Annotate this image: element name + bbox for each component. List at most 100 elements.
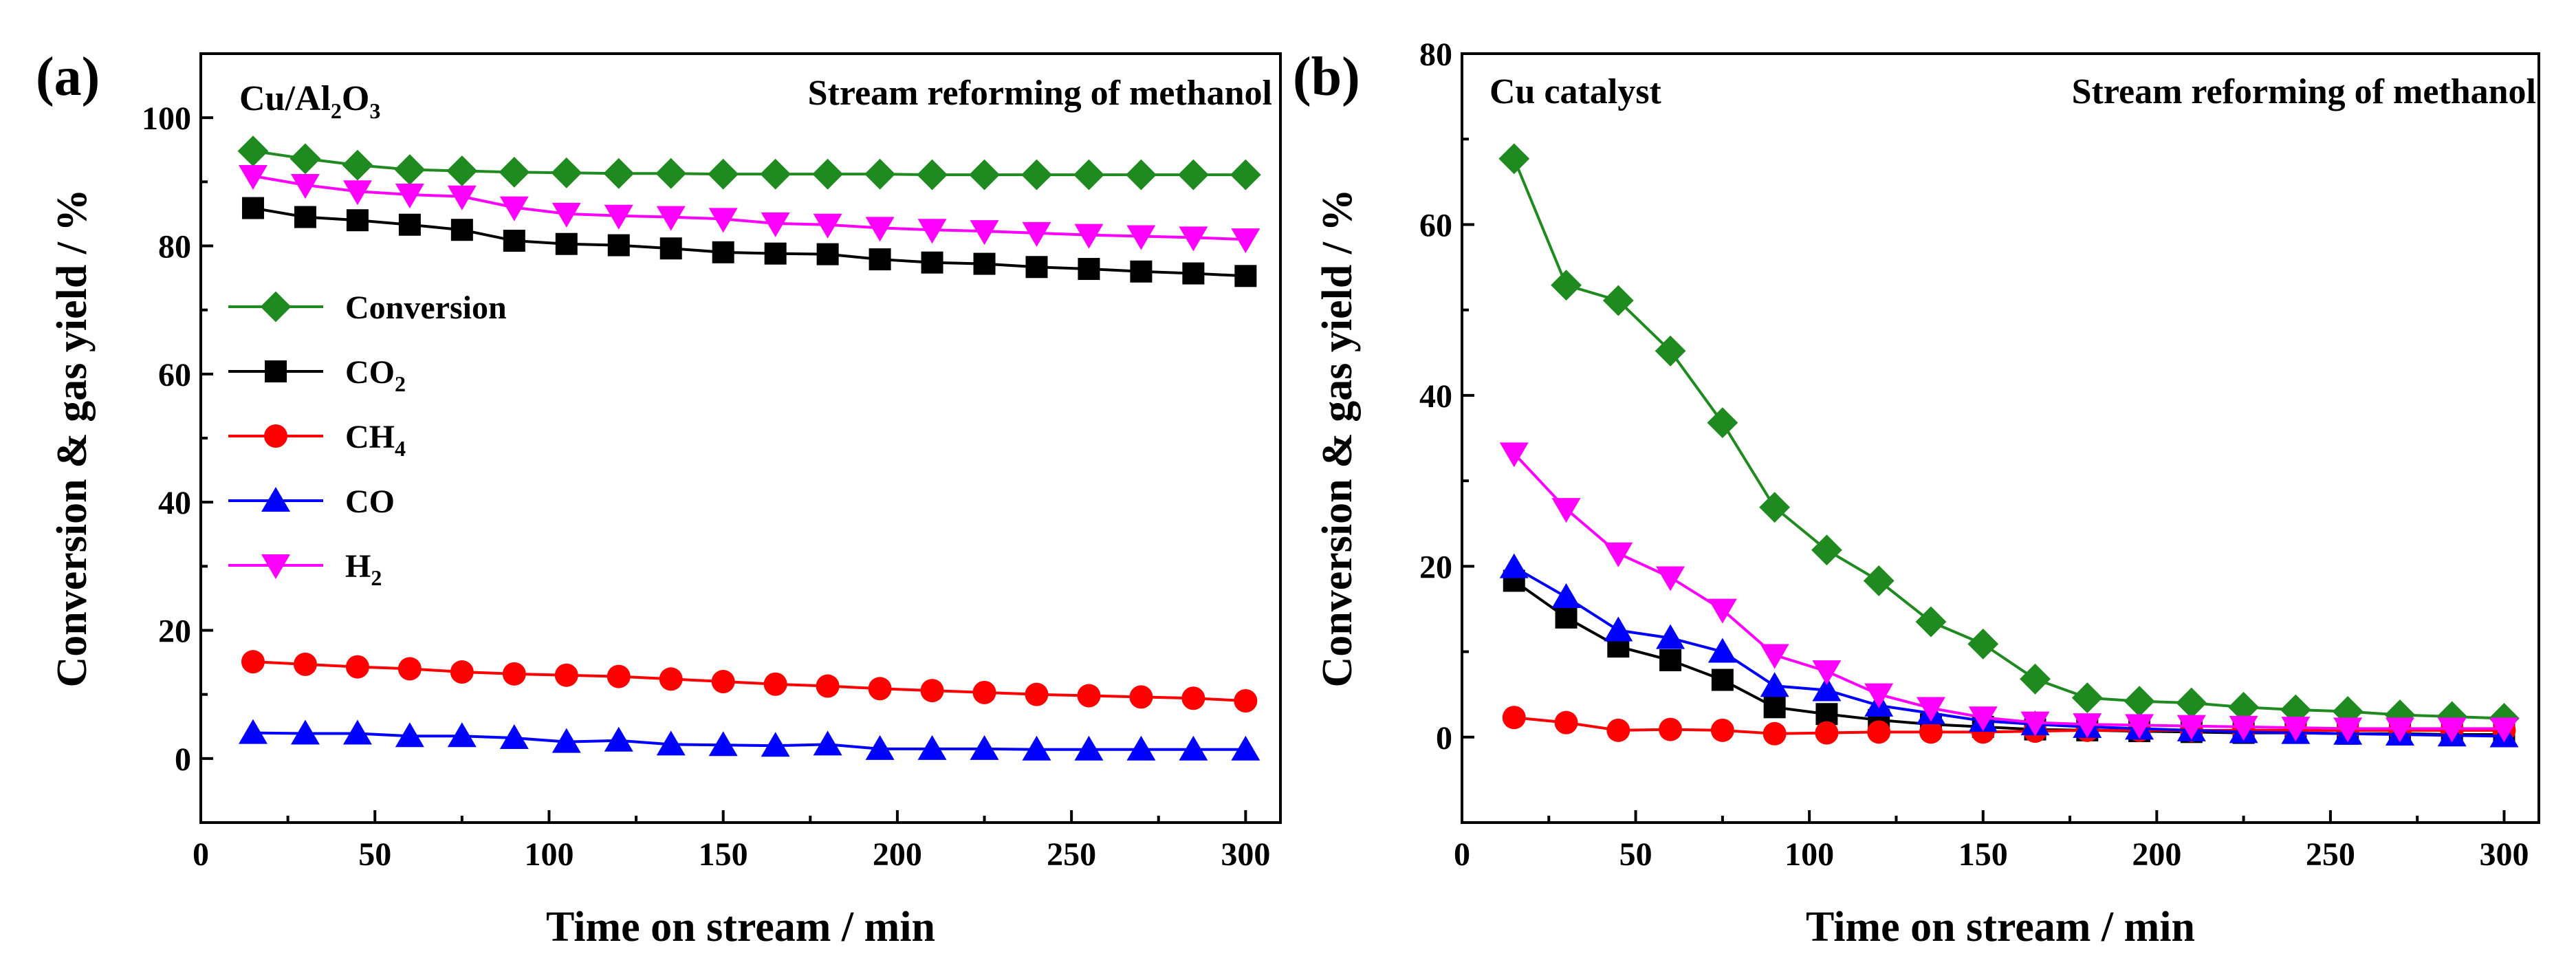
data-point [604,726,633,752]
data-point [2281,717,2311,742]
legend-marker [264,424,287,448]
data-point [1126,735,1156,761]
data-point [2124,686,2155,717]
data-point [2385,717,2414,743]
data-point [1864,683,1894,708]
data-point [711,670,735,694]
data-point [290,719,320,745]
data-point [1074,735,1104,761]
data-point [1711,669,1734,691]
data-point [1126,159,1157,191]
series-conversion [1498,143,2520,734]
data-point [969,159,1000,191]
legend-entry: CO [228,483,395,520]
data-point [816,674,840,698]
series-h2 [238,164,1260,254]
legend-label: CO [345,483,395,520]
data-point [812,158,844,190]
data-point [1234,688,1258,713]
data-point [607,234,630,257]
data-point [499,156,530,188]
series-ch4 [241,650,1258,713]
series-line [252,731,1246,751]
legend-marker [261,554,290,579]
x-tick-label: 50 [1619,836,1652,873]
data-point [2333,717,2363,743]
data-point [1179,226,1208,252]
data-point [502,662,526,686]
data-point [1177,159,1209,191]
data-point [1655,335,1686,367]
y-axis-title: Conversion & gas yield / % [49,188,96,687]
data-point [1760,672,1789,697]
data-point [241,650,265,674]
data-point [1231,735,1260,761]
data-point [1499,553,1529,578]
panel-label: (a) [36,47,100,107]
data-point [1551,270,1582,301]
y-tick-label: 100 [142,100,191,137]
data-point [1025,682,1049,706]
data-point [917,735,947,760]
data-point [1867,720,1891,744]
x-tick-label: 200 [873,836,922,873]
data-point [294,206,316,228]
data-point [1498,143,1530,175]
data-point [342,180,372,206]
data-point [2020,711,2050,737]
data-point [764,242,787,265]
data-point [1022,735,1051,761]
series-co [1499,553,2519,748]
data-point [1551,498,1581,523]
plot-frame [1461,52,2540,824]
chart-title: Stream reforming of methanol [2072,72,2536,111]
data-point [972,680,996,704]
legend-label: Conversion [345,290,507,326]
data-point [604,204,633,230]
legend-label: H2 [345,548,382,590]
data-point [1555,606,1578,629]
data-point [1179,735,1208,761]
data-point [342,149,373,181]
data-point [761,732,790,757]
data-point [917,159,948,191]
catalyst-label: Cu catalyst [1489,72,1662,111]
data-point [712,241,734,263]
chart-panel-b: 0 50 100 150 200 250 300 0 20 40 60 80 Time on strea… [1293,36,2540,950]
data-point [763,672,787,696]
series-line [1512,158,2504,720]
data-point [1181,686,1205,710]
series-co2 [241,197,1257,287]
data-point [869,248,891,271]
x-tick-label: 0 [193,836,209,873]
data-point [1077,684,1101,708]
legend-label-base: CO [345,483,395,520]
data-point [1021,159,1052,191]
data-point [1967,628,1999,660]
data-point [1074,224,1104,249]
data-point [655,157,687,189]
data-point [970,735,999,760]
data-point [1231,228,1260,254]
x-tick-label: 0 [1454,836,1470,873]
data-point [1182,262,1205,285]
data-point [1919,720,1943,744]
data-point [241,197,264,219]
data-point [1811,534,1842,566]
data-point [552,202,581,228]
data-point [395,722,424,748]
data-point [2489,717,2519,743]
series-line [1513,452,2504,730]
data-point [397,657,422,681]
data-point [708,731,738,757]
data-point [708,208,738,233]
legend-marker [265,360,287,382]
y-tick-label: 0 [1436,720,1452,757]
data-point [659,237,682,260]
data-point [1499,442,1529,468]
legend-marker [261,487,290,512]
data-point [238,164,268,190]
data-point [2071,682,2103,714]
legend-label-base: CH [345,419,395,455]
